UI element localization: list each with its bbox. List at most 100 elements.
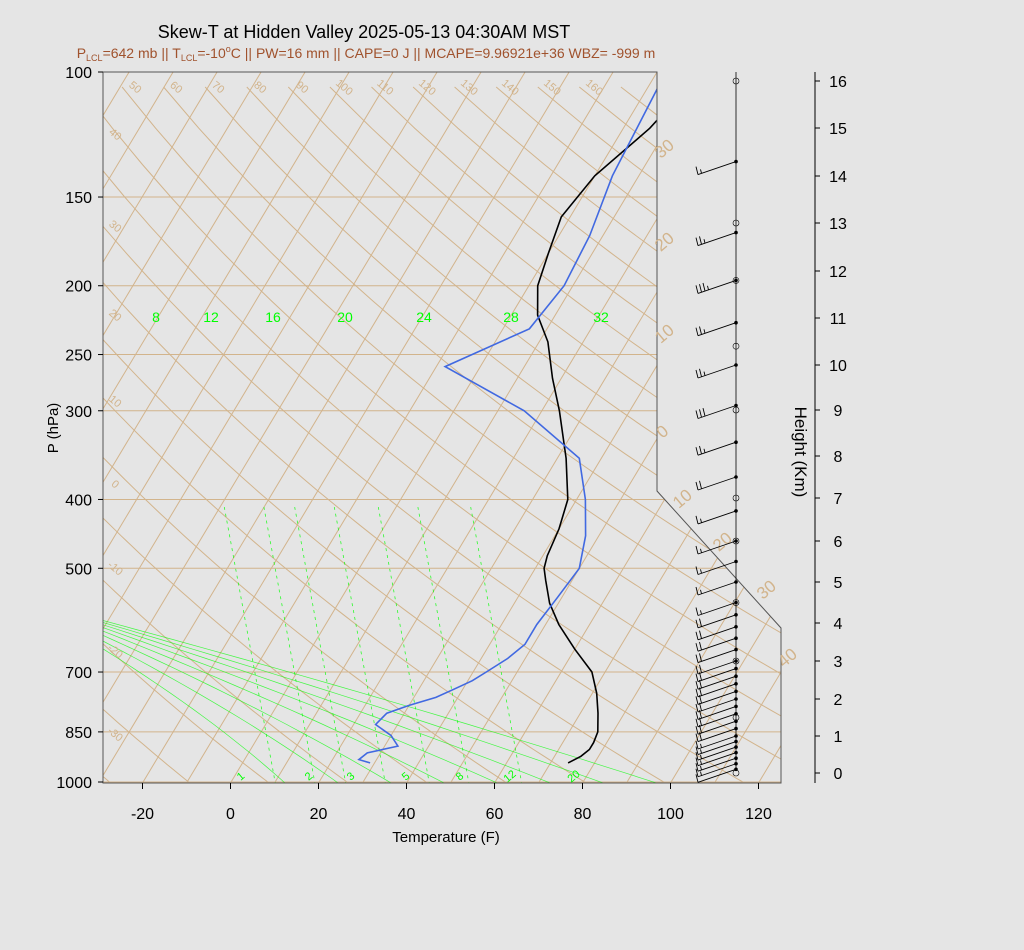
height-axis-label: Height (Km) (791, 407, 810, 498)
wind-barb-half (700, 749, 702, 754)
wind-barb (697, 405, 737, 419)
wind-barb-flag (695, 726, 699, 735)
wind-level-dot (734, 159, 738, 164)
wind-barb-flag (702, 282, 706, 292)
isotherm-label-top-120: 120 (416, 77, 438, 98)
x-tick-label-0: 0 (226, 806, 235, 823)
height-tick-label-1: 1 (834, 729, 843, 746)
dry-adiabat-290 (103, 86, 529, 783)
wind-barb-flag (699, 326, 702, 335)
moist-adiabat-3 (103, 328, 472, 783)
wind-ring (732, 342, 740, 350)
isotherm-0 (230, 72, 658, 783)
isotherm-label-top-90: 90 (293, 79, 310, 96)
mixing-ratio-top-label-32: 32 (593, 309, 609, 325)
wind-barb-flag (699, 664, 702, 673)
mixing-ratio-top-label-20: 20 (337, 309, 353, 325)
wind-barb-flag (695, 696, 699, 705)
mixing-ratio-12 (417, 507, 470, 783)
wind-barb (697, 728, 737, 743)
height-tick-label-5: 5 (834, 575, 843, 592)
wind-barb-flag (695, 757, 699, 766)
wind-barb-flag (695, 566, 699, 575)
wind-level-dot (734, 440, 738, 445)
isotherm--50 (103, 72, 438, 783)
dry-adiabat-380 (204, 86, 781, 783)
isotherm-label-left--30: -30 (105, 725, 125, 744)
wind-barb (697, 602, 737, 616)
isotherm--70 (103, 72, 350, 783)
wind-barb-flag (695, 688, 699, 697)
isotherm-label-right-2: 10 (651, 320, 678, 347)
dry-adiabat-350 (103, 86, 781, 783)
isotherm--60 (103, 72, 394, 783)
wind-barb-flag (702, 407, 706, 417)
mixing-ratio-bottom-label-8: 8 (454, 770, 466, 783)
isotherm-label-left--10: -10 (105, 559, 125, 578)
wind-barb (697, 683, 737, 698)
isotherm-label-top-160: 160 (583, 77, 605, 98)
profile-series (357, 72, 702, 764)
wind-barb (697, 476, 737, 491)
wind-barb (697, 649, 737, 664)
wind-level-dot (734, 613, 738, 617)
isobar-lines (103, 72, 781, 783)
wind-barb-flag (699, 641, 702, 651)
wind-barb (697, 614, 737, 629)
isotherm-label-left-40: 40 (106, 126, 123, 143)
wind-barb (697, 626, 737, 641)
height-tick-label-12: 12 (829, 264, 847, 281)
p-tick-label-200: 200 (65, 279, 92, 296)
isotherm--10 (186, 72, 614, 783)
y-axis-label: P (hPa) (45, 403, 62, 454)
isotherm-10 (274, 72, 702, 783)
wind-level-dot (734, 509, 738, 513)
x-tick-label-20: 20 (310, 806, 328, 823)
wind-barb-flag (695, 285, 699, 294)
wind-barb-half (700, 765, 702, 771)
subtitle-t-lcl: =-10 (197, 45, 226, 61)
isotherm-60 (494, 72, 781, 783)
wind-barb-flag (695, 768, 699, 777)
wind-barb-half (700, 518, 702, 523)
wind-barb-flag (695, 740, 699, 750)
isotherm-label-top-140: 140 (499, 77, 521, 98)
wind-level-dot (734, 756, 738, 760)
mixing-ratio-3 (294, 507, 347, 783)
wind-barb-flag (699, 236, 702, 245)
wind-level-dot (734, 230, 738, 235)
wind-barb-half (707, 285, 709, 290)
wind-level-dot (734, 539, 738, 543)
wind-barb-flag (695, 237, 699, 246)
moist-adiabat-5 (103, 328, 586, 783)
dry-adiabat-390 (246, 86, 781, 783)
moist-adiabat-2 (103, 328, 415, 783)
wind-barb (697, 660, 737, 675)
x-tick-label-120: 120 (745, 806, 772, 823)
subtitle-t-unit: C (231, 45, 241, 61)
p-tick-label-300: 300 (65, 404, 92, 421)
wind-barb (697, 735, 737, 750)
wind-barb (697, 763, 737, 778)
height-tick-label-8: 8 (834, 449, 843, 466)
wind-level-dot (734, 647, 738, 652)
isotherm--20 (142, 72, 570, 783)
wind-barb-flag (695, 703, 699, 713)
wind-barb-flag (699, 653, 702, 662)
wind-level-dot (734, 278, 738, 283)
p-tick-label-250: 250 (65, 348, 92, 365)
dry-adiabat-450 (495, 86, 781, 783)
title-group: Skew-T at Hidden Valley 2025-05-13 04:30… (77, 22, 656, 63)
height-tick-label-9: 9 (834, 403, 843, 420)
wind-ring (732, 277, 740, 284)
wind-level-dot (734, 704, 738, 709)
isotherm-90 (626, 72, 781, 783)
wind-barb (697, 364, 737, 379)
wind-ring (732, 494, 740, 502)
wind-barb (697, 741, 737, 755)
mixing-ratio-1 (223, 507, 277, 783)
p-tick-label-700: 700 (65, 665, 92, 682)
isotherm-label-left--20: -20 (105, 642, 125, 661)
wind-barb-flag (699, 480, 702, 489)
